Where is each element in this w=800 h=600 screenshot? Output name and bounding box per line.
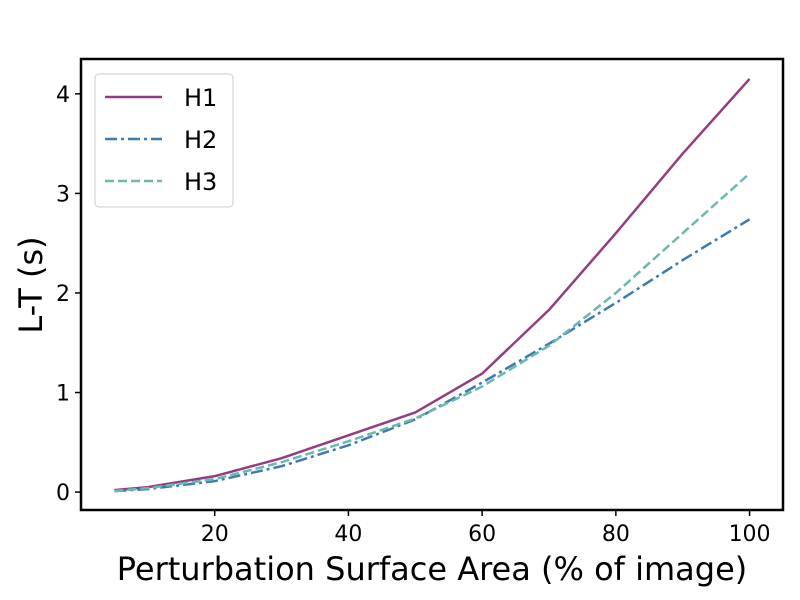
series-line-h2 xyxy=(114,218,751,493)
legend-label-h3: H3 xyxy=(184,168,217,196)
legend-frame xyxy=(94,73,234,208)
x-tick-label: 60 xyxy=(468,522,496,547)
y-axis-label: L-T (s) xyxy=(12,236,50,333)
plot-frame xyxy=(79,57,785,512)
x-tick-label: 80 xyxy=(602,522,630,547)
series-line-h1 xyxy=(114,78,751,492)
legend: H1 H2 H3 xyxy=(94,73,234,208)
y-tick-label: 0 xyxy=(56,481,70,506)
x-tick-label: 40 xyxy=(334,522,362,547)
x-axis-label: Perturbation Surface Area (% of image) xyxy=(117,550,748,588)
x-tick-label: 20 xyxy=(201,522,229,547)
y-tick-label: 3 xyxy=(56,182,70,207)
legend-label-h1: H1 xyxy=(184,84,217,112)
y-tick-label: 4 xyxy=(56,83,70,108)
x-tick-label: 100 xyxy=(729,522,771,547)
y-tick-label: 1 xyxy=(56,382,70,407)
series-line-h3 xyxy=(114,172,751,493)
series-layer xyxy=(114,78,751,493)
legend-label-h2: H2 xyxy=(184,126,217,154)
ticks-layer: 20 40 60 80 100 0 1 2 3 4 xyxy=(56,83,771,547)
y-tick-label: 2 xyxy=(56,282,70,307)
